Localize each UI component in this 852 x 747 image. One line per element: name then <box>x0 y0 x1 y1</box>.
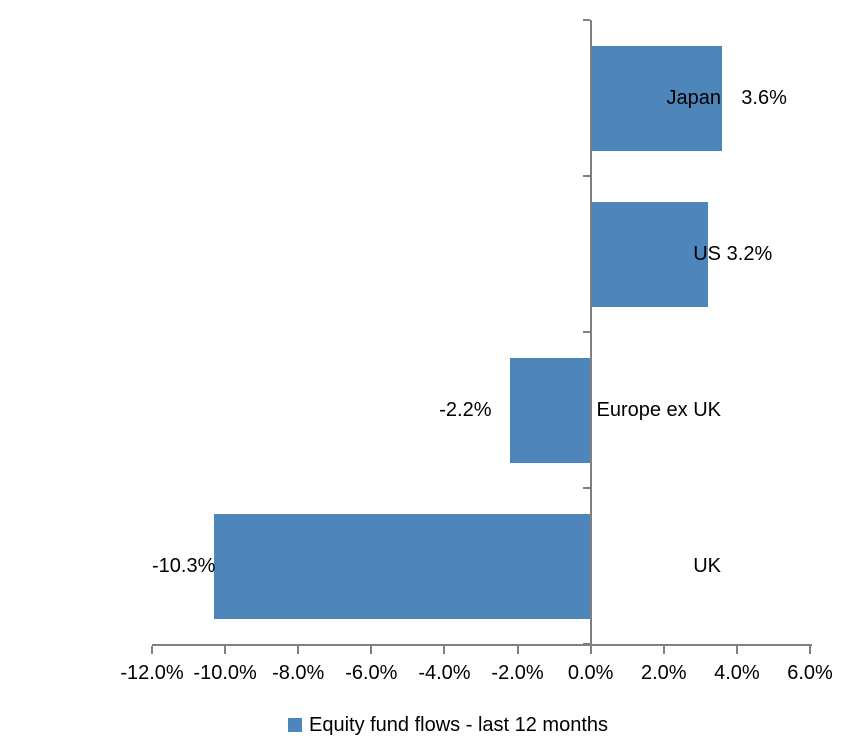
x-axis-tick <box>735 646 738 654</box>
category-label-japan: Japan <box>666 87 722 109</box>
x-axis-tick <box>662 646 665 654</box>
value-label-japan: 3.6% <box>741 87 787 109</box>
category-label-uk: UK <box>693 555 721 577</box>
x-axis-tick-label-neg4: -4.0% <box>418 662 471 684</box>
value-label-europe-ex-uk: -2.2% <box>439 399 492 421</box>
x-axis-tick <box>151 646 153 654</box>
x-axis-tick-label-neg12: -12.0% <box>120 662 184 684</box>
x-axis-tick-label-6: 6.0% <box>787 662 833 684</box>
bar-europe-ex-uk <box>510 357 591 463</box>
x-axis-tick-label-neg6: -6.0% <box>345 662 398 684</box>
y-axis-tick <box>582 487 590 489</box>
x-axis-tick-label-2: 2.0% <box>640 662 687 684</box>
y-axis-tick <box>582 19 590 21</box>
legend-swatch <box>287 718 302 732</box>
x-axis-tick <box>297 646 300 654</box>
category-label-us: US <box>693 243 721 265</box>
y-axis-line <box>589 20 592 646</box>
x-axis-tick-label-neg10: -10.0% <box>193 662 257 684</box>
x-axis-tick <box>516 646 519 654</box>
x-axis-tick-label-4: 4.0% <box>714 662 760 684</box>
x-axis-tick-label-0: 0.0% <box>567 662 614 684</box>
x-axis-tick-label-neg8: -8.0% <box>272 662 325 684</box>
value-label-us: 3.2% <box>726 243 773 265</box>
bar-japan <box>590 45 723 151</box>
x-axis-tick <box>809 646 811 654</box>
y-axis-tick <box>582 331 590 333</box>
x-axis-tick <box>589 646 592 654</box>
legend-label: Equity fund flows - last 12 months <box>308 714 609 736</box>
x-axis-line <box>152 644 812 646</box>
category-label-europe-ex-uk: Europe ex UK <box>596 399 721 421</box>
bar-us <box>590 201 708 307</box>
x-axis-tick <box>370 646 373 654</box>
bar-uk <box>214 513 591 619</box>
x-axis-tick-label-neg2: -2.0% <box>491 662 544 684</box>
x-axis-tick <box>224 646 227 654</box>
y-axis-tick <box>582 175 590 177</box>
x-axis-tick <box>443 646 446 654</box>
legend: Equity fund flows - last 12 months <box>287 712 609 738</box>
value-label-uk: -10.3% <box>152 555 216 577</box>
